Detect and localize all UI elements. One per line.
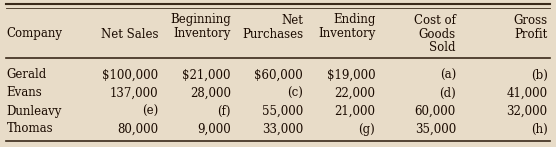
Text: 32,000: 32,000: [507, 105, 548, 117]
Text: $60,000: $60,000: [254, 69, 303, 81]
Text: (d): (d): [439, 86, 456, 100]
Text: 21,000: 21,000: [334, 105, 375, 117]
Text: 33,000: 33,000: [262, 122, 303, 136]
Text: Thomas: Thomas: [7, 122, 53, 136]
Text: Inventory: Inventory: [318, 27, 375, 41]
Text: Dunleavy: Dunleavy: [7, 105, 62, 117]
Text: 35,000: 35,000: [415, 122, 456, 136]
Text: Net Sales: Net Sales: [101, 27, 158, 41]
Text: Beginning: Beginning: [170, 14, 231, 26]
Text: $100,000: $100,000: [102, 69, 158, 81]
Text: Net: Net: [281, 14, 303, 26]
Text: (h): (h): [531, 122, 548, 136]
Text: 28,000: 28,000: [190, 86, 231, 100]
Text: $19,000: $19,000: [327, 69, 375, 81]
Text: Profit: Profit: [514, 27, 548, 41]
Text: Goods: Goods: [419, 27, 456, 41]
Text: Company: Company: [7, 27, 63, 41]
Text: (c): (c): [287, 86, 303, 100]
Text: Gerald: Gerald: [7, 69, 47, 81]
Text: $21,000: $21,000: [182, 69, 231, 81]
Text: 60,000: 60,000: [415, 105, 456, 117]
Text: (e): (e): [142, 105, 158, 117]
Text: 9,000: 9,000: [197, 122, 231, 136]
Text: Inventory: Inventory: [173, 27, 231, 41]
Text: 137,000: 137,000: [110, 86, 158, 100]
Text: (b): (b): [531, 69, 548, 81]
Text: Sold: Sold: [429, 41, 456, 55]
Text: Gross: Gross: [514, 14, 548, 26]
Text: Purchases: Purchases: [242, 27, 303, 41]
Text: (g): (g): [359, 122, 375, 136]
Text: (a): (a): [440, 69, 456, 81]
Text: 55,000: 55,000: [262, 105, 303, 117]
Text: Evans: Evans: [7, 86, 42, 100]
Text: (f): (f): [217, 105, 231, 117]
Text: 22,000: 22,000: [334, 86, 375, 100]
Text: 41,000: 41,000: [507, 86, 548, 100]
Text: 80,000: 80,000: [117, 122, 158, 136]
Text: Cost of: Cost of: [414, 14, 456, 26]
Text: Ending: Ending: [333, 14, 375, 26]
